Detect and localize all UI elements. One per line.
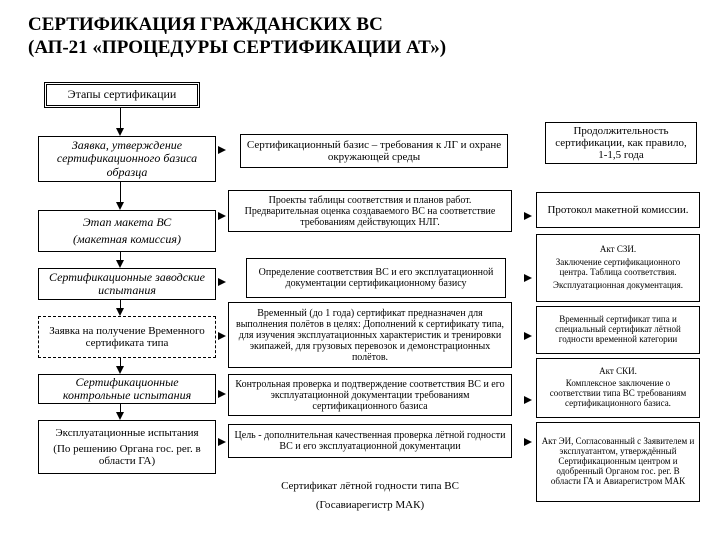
bottom-text: Сертификат лётной годности типа ВС (Госа… xyxy=(250,480,490,512)
mid-5: Контрольная проверка и подтверждение соо… xyxy=(228,374,512,416)
arrow-down-icon xyxy=(116,412,124,420)
bottom-text-2: (Госавиарегистр МАК) xyxy=(316,499,424,512)
right-5-label-b: Комплексное заключение о соответствии ти… xyxy=(541,379,695,409)
stage-4-label: Заявка на получение Временного сертифика… xyxy=(43,325,211,349)
mid-1-label: Сертификационный базис – требования к ЛГ… xyxy=(245,139,503,163)
mid-6-label: Цель - дополнительная качественная прове… xyxy=(233,430,507,452)
title-line-1: СЕРТИФИКАЦИЯ ГРАЖДАНСКИХ ВС xyxy=(28,14,383,35)
right-5-label-a: Акт СКИ. xyxy=(599,367,637,377)
mid-5-label: Контрольная проверка и подтверждение соо… xyxy=(233,379,507,412)
mid-1: Сертификационный базис – требования к ЛГ… xyxy=(240,134,508,168)
right-3-label-c: Эксплуатационная документация. xyxy=(553,281,683,291)
arrow-right-icon xyxy=(524,212,532,220)
arrow-down-icon xyxy=(116,260,124,268)
arrow-right-icon xyxy=(218,390,226,398)
arrow-right-icon xyxy=(218,332,226,340)
arrow-right-icon xyxy=(524,438,532,446)
right-4-label: Временный сертификат типа и специальный … xyxy=(541,315,695,345)
stage-1-label: Заявка, утверждение сертификационного ба… xyxy=(43,139,211,179)
page-title: СЕРТИФИКАЦИЯ ГРАЖДАНСКИХ ВС (АП-21 «ПРОЦ… xyxy=(28,14,446,60)
stage-3-label: Сертификационные заводские испытания xyxy=(43,271,211,297)
stage-2-label-a: Этап макета ВС xyxy=(83,216,171,229)
connector xyxy=(120,108,121,130)
arrow-right-icon xyxy=(218,278,226,286)
arrow-right-icon xyxy=(218,438,226,446)
right-1-label: Продолжительность сертификации, как прав… xyxy=(550,125,692,161)
arrow-right-icon xyxy=(524,332,532,340)
stage-2: Этап макета ВС (макетная комиссия) xyxy=(38,210,216,252)
arrow-down-icon xyxy=(116,366,124,374)
stage-3: Сертификационные заводские испытания xyxy=(38,268,216,300)
stage-6: Эксплуатационные испытания (По решению О… xyxy=(38,420,216,474)
arrow-right-icon xyxy=(524,274,532,282)
stage-1: Заявка, утверждение сертификационного ба… xyxy=(38,136,216,182)
right-3-label-a: Акт СЗИ. xyxy=(600,245,636,255)
arrow-right-icon xyxy=(218,212,226,220)
right-5: Акт СКИ. Комплексное заключение о соотве… xyxy=(536,358,700,418)
mid-3-label: Определение соответствия ВС и его эксплу… xyxy=(251,267,501,289)
title-line-2: (АП-21 «ПРОЦЕДУРЫ СЕРТИФИКАЦИИ АТ») xyxy=(28,37,446,58)
mid-4-label: Временный (до 1 года) сертификат предназ… xyxy=(233,308,507,363)
mid-3: Определение соответствия ВС и его эксплу… xyxy=(246,258,506,298)
stage-6-label-b: (По решению Органа гос. рег. в области Г… xyxy=(43,443,211,467)
mid-2-label: Проекты таблицы соответствия и планов ра… xyxy=(233,195,507,228)
stage-6-label-a: Эксплуатационные испытания xyxy=(55,427,198,439)
stage-4: Заявка на получение Временного сертифика… xyxy=(38,316,216,358)
mid-4: Временный (до 1 года) сертификат предназ… xyxy=(228,302,512,368)
right-6: Акт ЭИ, Согласованный с Заявителем и экс… xyxy=(536,422,700,502)
right-1: Продолжительность сертификации, как прав… xyxy=(545,122,697,164)
stage-5-label: Сертификационные контрольные испытания xyxy=(43,376,211,402)
right-2: Протокол макетной комиссии. xyxy=(536,192,700,228)
mid-2: Проекты таблицы соответствия и планов ра… xyxy=(228,190,512,232)
stage-2-label-b: (макетная комиссия) xyxy=(73,233,181,246)
right-3-label-b: Заключение сертификационного центра. Таб… xyxy=(541,258,695,278)
right-6-label: Акт ЭИ, Согласованный с Заявителем и экс… xyxy=(541,437,695,486)
right-4: Временный сертификат типа и специальный … xyxy=(536,306,700,354)
right-2-label: Протокол макетной комиссии. xyxy=(547,204,688,216)
stages-header: Этапы сертификации xyxy=(44,82,200,108)
arrow-down-icon xyxy=(116,128,124,136)
arrow-right-icon xyxy=(218,146,226,154)
stage-5: Сертификационные контрольные испытания xyxy=(38,374,216,404)
arrow-down-icon xyxy=(116,202,124,210)
connector xyxy=(120,182,121,204)
mid-6: Цель - дополнительная качественная прове… xyxy=(228,424,512,458)
stages-header-label: Этапы сертификации xyxy=(68,88,177,101)
arrow-down-icon xyxy=(116,308,124,316)
right-3: Акт СЗИ. Заключение сертификационного це… xyxy=(536,234,700,302)
arrow-right-icon xyxy=(524,396,532,404)
bottom-text-1: Сертификат лётной годности типа ВС xyxy=(281,480,459,492)
